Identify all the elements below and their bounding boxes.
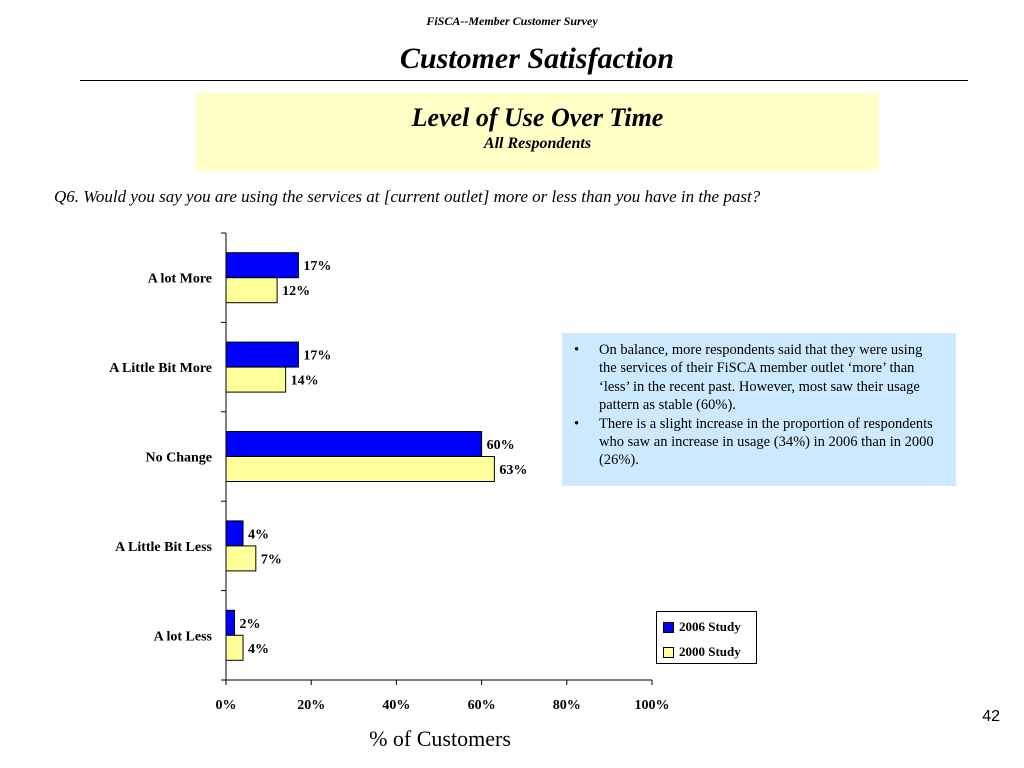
bar-2000-study bbox=[225, 277, 278, 304]
title-divider bbox=[80, 80, 968, 81]
note-text: On balance, more respondents said that t… bbox=[599, 342, 923, 414]
legend-item-2006: 2006 Study bbox=[663, 619, 741, 635]
note-item: • On balance, more respondents said that … bbox=[574, 342, 923, 414]
data-label: 17% bbox=[303, 259, 331, 274]
bar-2006-study bbox=[225, 252, 299, 279]
bar-2000-study bbox=[225, 456, 495, 482]
bar-2006-study bbox=[225, 341, 299, 368]
data-label: 17% bbox=[303, 349, 331, 364]
x-axis-label: % of Customers bbox=[369, 726, 511, 751]
data-label: 63% bbox=[499, 463, 527, 478]
data-label: 4% bbox=[248, 642, 269, 657]
chart-subtitle: Level of Use Over Time bbox=[411, 103, 664, 132]
x-tick-label: 100% bbox=[635, 698, 670, 713]
category-label: A lot More bbox=[148, 272, 212, 287]
legend-swatch-2006 bbox=[663, 621, 674, 633]
bar-2006-study bbox=[225, 609, 236, 636]
bar-2000-study bbox=[225, 366, 287, 393]
bar-2006-study bbox=[225, 431, 483, 457]
bar-2006-study bbox=[225, 520, 244, 547]
x-tick-label: 60% bbox=[468, 698, 496, 713]
category-label: A Little Bit Less bbox=[115, 540, 212, 555]
data-label: 14% bbox=[291, 374, 319, 389]
data-label: 7% bbox=[261, 552, 282, 567]
legend-swatch-2000 bbox=[663, 646, 674, 658]
data-label: 2% bbox=[240, 617, 261, 632]
page-number: 42 bbox=[982, 708, 1000, 725]
category-label: No Change bbox=[145, 451, 212, 466]
data-label: 4% bbox=[248, 527, 269, 542]
survey-header: FiSCA--Member Customer Survey bbox=[426, 14, 598, 28]
legend-label-2006: 2006 Study bbox=[679, 619, 741, 634]
chart-legend: 2006 Study 2000 Study bbox=[656, 611, 757, 664]
x-tick-label: 40% bbox=[382, 698, 410, 713]
data-label: 60% bbox=[487, 438, 515, 453]
subtitle-box: Level of Use Over Time All Respondents bbox=[196, 93, 879, 171]
x-tick-label: 20% bbox=[297, 698, 325, 713]
data-label: 12% bbox=[282, 284, 310, 299]
legend-item-2000: 2000 Study bbox=[663, 644, 741, 660]
page-title: Customer Satisfaction bbox=[399, 42, 675, 75]
chart-audience: All Respondents bbox=[483, 135, 592, 152]
category-label: A Little Bit More bbox=[109, 361, 212, 376]
category-label: A lot Less bbox=[154, 629, 213, 644]
note-text: There is a slight increase in the propor… bbox=[599, 415, 934, 469]
note-item: • There is a slight increase in the propo… bbox=[574, 415, 934, 469]
x-tick-label: 80% bbox=[553, 698, 581, 713]
legend-label-2000: 2000 Study bbox=[679, 644, 741, 659]
notes-box: • On balance, more respondents said that … bbox=[562, 333, 956, 486]
survey-question: Q6. Would you say you are using the serv… bbox=[54, 187, 761, 206]
bar-2000-study bbox=[225, 634, 244, 661]
bar-2000-study bbox=[225, 545, 257, 572]
x-tick-label: 0% bbox=[216, 698, 237, 713]
